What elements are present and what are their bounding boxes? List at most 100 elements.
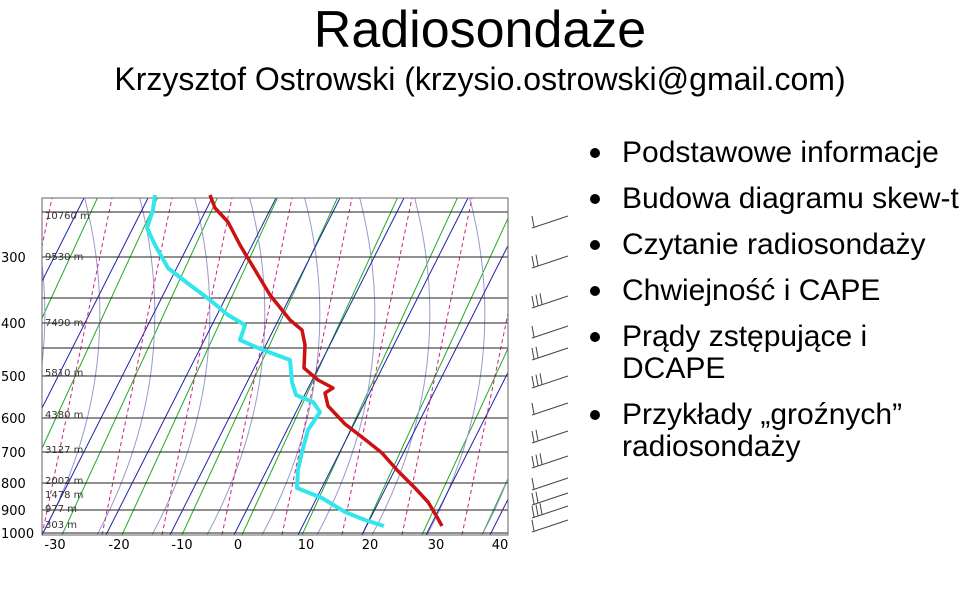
wind-barb	[531, 254, 569, 269]
bullet-icon	[590, 194, 600, 204]
moist-adiabat	[481, 477, 508, 535]
bullet-icon	[590, 332, 600, 342]
temperature-label: 0	[234, 538, 242, 553]
dewpoint-profile	[145, 194, 385, 528]
temperature-label: -10	[171, 538, 192, 553]
temperature-label: 10	[298, 538, 315, 553]
temperature-label: 30	[428, 538, 445, 553]
wind-barb	[531, 429, 569, 444]
bullet-icon	[590, 410, 600, 420]
isotherm	[554, 198, 575, 535]
dry-adiabat	[361, 217, 508, 535]
pressure-label: 800	[1, 477, 26, 492]
moist-adiabat	[151, 198, 211, 535]
wind-barb	[531, 373, 569, 389]
slide-subtitle: Krzysztof Ostrowski (krzysio.ostrowski@g…	[114, 61, 846, 97]
topic-list: Podstawowe informacje Budowa diagramu sk…	[588, 137, 960, 477]
temperature-label: -30	[44, 538, 65, 553]
dry-adiabat	[301, 198, 458, 535]
temperature-profile	[208, 194, 444, 527]
topic-item: Przykłady „groźnych” radiosondaży	[588, 399, 960, 463]
mixing-ratio-line	[461, 311, 508, 535]
wind-barb	[531, 215, 569, 229]
moist-adiabat	[206, 198, 266, 535]
slide-title: Radiosondaże	[313, 1, 647, 59]
mixing-ratio-line	[101, 198, 173, 535]
plot-frame	[41, 197, 509, 536]
moist-adiabat	[261, 198, 321, 535]
height-label: 7490 m	[45, 318, 83, 329]
mixing-ratio-line	[281, 198, 353, 535]
dry-adiabat	[61, 198, 218, 535]
height-label: 4380 m	[45, 410, 83, 421]
topic-item: Budowa diagramu skew-t	[588, 183, 960, 215]
mixing-ratio-line	[401, 198, 473, 535]
wind-barb	[531, 491, 569, 506]
pressure-label: 900	[1, 504, 26, 519]
height-label: 9530 m	[45, 252, 83, 263]
topic-label: Budowa diagramu skew-t	[622, 182, 959, 215]
height-label: 303 m	[45, 520, 77, 531]
topic-label: Czytanie radiosondaży	[622, 228, 926, 261]
bullet-icon	[590, 148, 600, 158]
topic-item: Chwiejność i CAPE	[588, 275, 960, 307]
topic-label: Podstawowe informacje	[622, 136, 939, 169]
moist-adiabat	[316, 198, 376, 535]
moist-adiabat	[371, 198, 431, 535]
pressure-label: 600	[1, 412, 26, 427]
temperature-label: -20	[108, 538, 129, 553]
mixing-ratio-line	[221, 198, 293, 535]
isotherm	[42, 198, 149, 410]
height-label: 977 m	[45, 504, 77, 515]
pressure-label: 1000	[1, 527, 34, 542]
mixing-ratio-line	[42, 198, 113, 535]
isotherm	[42, 198, 213, 535]
wind-barb	[531, 346, 569, 361]
temperature-label: 40	[492, 538, 509, 553]
wind-barb	[531, 325, 569, 339]
wind-barb	[531, 477, 569, 491]
moist-adiabat	[96, 198, 156, 535]
moist-adiabat	[42, 198, 101, 535]
height-label: 3127 m	[45, 445, 83, 456]
topic-label: Prądy zstępujące i DCAPE	[622, 320, 868, 385]
topic-item: Czytanie radiosondaży	[588, 229, 960, 261]
wind-barb	[531, 293, 569, 309]
topic-item: Prądy zstępujące i DCAPE	[588, 321, 960, 385]
isotherm	[169, 198, 341, 535]
dry-adiabat	[542, 190, 575, 535]
wind-barb	[531, 453, 569, 469]
skewt-svg: 300 400 500 600 700 800 900 1000 -30 -20 -10 0 10 20 3…	[1, 190, 575, 553]
height-label: 5810 m	[45, 368, 83, 379]
mixing-ratio-line	[341, 198, 413, 535]
mixing-ratio-line	[161, 198, 233, 535]
topic-label: Przykłady „groźnych” radiosondaży	[622, 398, 903, 463]
isotherm	[489, 498, 508, 535]
pressure-label: 400	[1, 317, 26, 332]
wind-barb	[531, 402, 569, 416]
topic-item: Podstawowe informacje	[588, 137, 960, 169]
moist-adiabat	[537, 190, 575, 535]
isotherm	[105, 198, 277, 535]
wind-barb	[531, 503, 569, 519]
dry-adiabat	[121, 198, 278, 535]
height-label: 10760 m	[45, 211, 90, 222]
dry-adiabat	[42, 198, 158, 450]
pressure-label: 500	[1, 370, 26, 385]
pressure-label: 700	[1, 446, 26, 461]
pressure-label: 300	[1, 251, 26, 266]
isotherm	[42, 198, 85, 283]
height-label: 2002 m	[45, 476, 83, 487]
wind-barb	[531, 519, 569, 533]
isotherm	[297, 198, 469, 535]
skewt-diagram: 300 400 500 600 700 800 900 1000 -30 -20 -10 0 10 20 3…	[0, 190, 575, 560]
temperature-label: 20	[362, 538, 379, 553]
topic-label: Chwiejność i CAPE	[622, 274, 881, 307]
plot-area	[42, 190, 575, 535]
isotherm	[361, 244, 508, 535]
isotherm	[425, 371, 508, 535]
bullet-icon	[590, 240, 600, 250]
height-label: 1478 m	[45, 490, 83, 501]
bullet-icon	[590, 286, 600, 296]
isotherm	[233, 198, 405, 535]
